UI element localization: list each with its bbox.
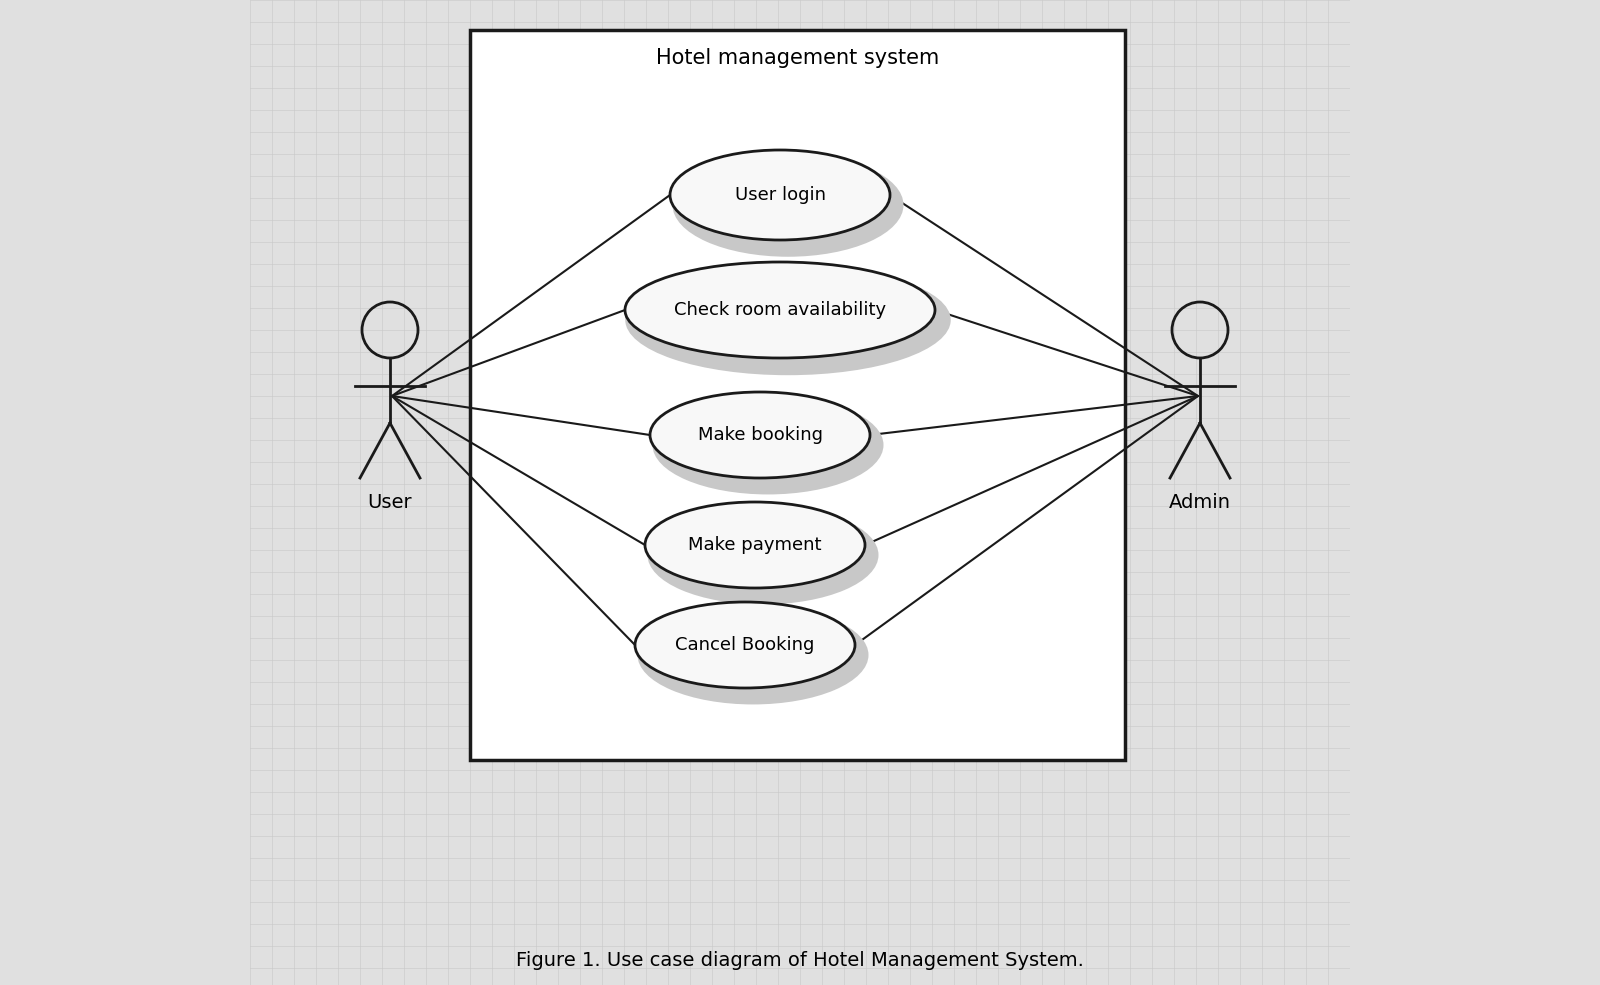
- Text: Admin: Admin: [1170, 493, 1230, 512]
- Text: Check room availability: Check room availability: [674, 301, 886, 319]
- Ellipse shape: [670, 150, 890, 240]
- Text: Figure 1. Use case diagram of Hotel Management System.: Figure 1. Use case diagram of Hotel Mana…: [517, 951, 1083, 970]
- Ellipse shape: [626, 265, 950, 375]
- Text: User: User: [368, 493, 413, 512]
- Bar: [470, 30, 1125, 760]
- Text: Cancel Booking: Cancel Booking: [675, 636, 814, 654]
- Ellipse shape: [648, 505, 878, 605]
- Ellipse shape: [650, 392, 870, 478]
- Ellipse shape: [645, 502, 866, 588]
- Ellipse shape: [672, 154, 904, 257]
- Ellipse shape: [635, 602, 854, 688]
- Text: User login: User login: [734, 186, 826, 204]
- Text: Hotel management system: Hotel management system: [656, 48, 939, 68]
- Text: Make booking: Make booking: [698, 426, 822, 444]
- Text: Make payment: Make payment: [688, 536, 822, 554]
- Ellipse shape: [637, 606, 869, 704]
- Ellipse shape: [626, 262, 934, 358]
- Ellipse shape: [653, 396, 883, 494]
